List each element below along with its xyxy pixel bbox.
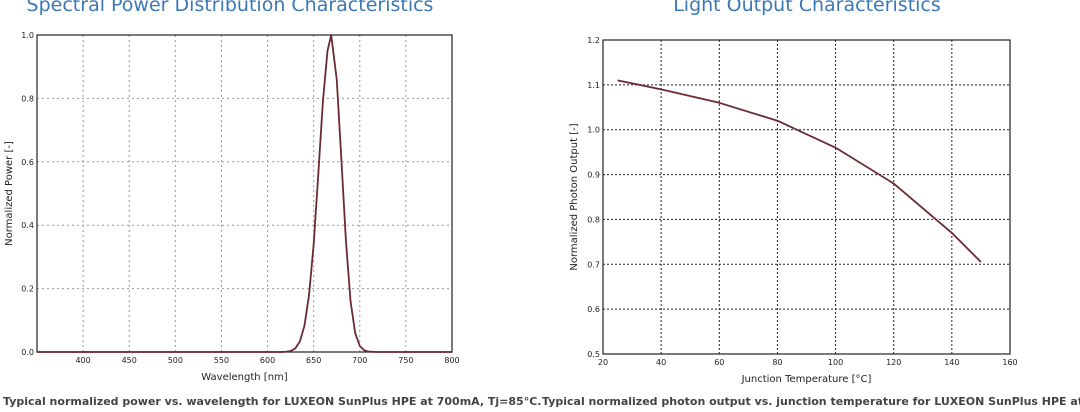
y-tick-label: 1.1 xyxy=(587,81,600,90)
x-tick-label: 400 xyxy=(75,356,90,365)
x-tick-label: 140 xyxy=(944,358,959,367)
x-tick-label: 700 xyxy=(352,356,367,365)
y-axis-label: Normalized Photon Output [-] xyxy=(569,123,580,270)
x-tick-label: 800 xyxy=(444,356,459,365)
y-tick-label: 1.0 xyxy=(21,31,34,40)
caption-spectral: Typical normalized power vs. wavelength … xyxy=(3,395,542,408)
x-axis-label: Junction Temperature [°C] xyxy=(741,374,872,385)
y-tick-label: 0.2 xyxy=(21,285,34,294)
y-tick-label: 0.6 xyxy=(21,158,34,167)
x-axis-label: Wavelength [nm] xyxy=(201,372,287,383)
x-tick-label: 120 xyxy=(886,358,901,367)
chart-title-light-output: Light Output Characteristics xyxy=(673,0,941,16)
data-line-spectral xyxy=(37,34,452,353)
x-tick-label: 160 xyxy=(1002,358,1017,367)
x-tick-label: 80 xyxy=(772,358,782,367)
y-tick-label: 1.0 xyxy=(587,126,600,135)
x-tick-label: 650 xyxy=(306,356,321,365)
plot-frame xyxy=(602,39,1011,355)
x-tick-label: 600 xyxy=(260,356,275,365)
caption-light-output: Typical normalized photon output vs. jun… xyxy=(542,395,1080,408)
y-tick-label: 0.8 xyxy=(587,215,600,224)
y-axis-label: Normalized Power [-] xyxy=(4,141,15,246)
y-tick-label: 0.0 xyxy=(21,348,34,357)
x-tick-label: 20 xyxy=(598,358,608,367)
chart-title-spectral: Spectral Power Distribution Characterist… xyxy=(26,0,434,16)
y-tick-label: 0.6 xyxy=(587,305,600,314)
x-tick-label: 550 xyxy=(214,356,229,365)
x-tick-label: 40 xyxy=(656,358,666,367)
y-tick-label: 0.4 xyxy=(21,221,34,230)
x-tick-label: 100 xyxy=(828,358,843,367)
x-tick-label: 500 xyxy=(168,356,183,365)
x-tick-label: 750 xyxy=(398,356,413,365)
plot-frame xyxy=(36,34,453,353)
y-tick-label: 0.9 xyxy=(587,171,600,180)
y-tick-label: 0.8 xyxy=(21,94,34,103)
y-tick-label: 0.7 xyxy=(587,260,600,269)
data-line-light xyxy=(617,79,982,263)
x-tick-label: 60 xyxy=(714,358,724,367)
y-tick-label: 1.2 xyxy=(587,36,600,45)
x-tick-label: 450 xyxy=(122,356,137,365)
y-tick-label: 0.5 xyxy=(587,350,600,359)
